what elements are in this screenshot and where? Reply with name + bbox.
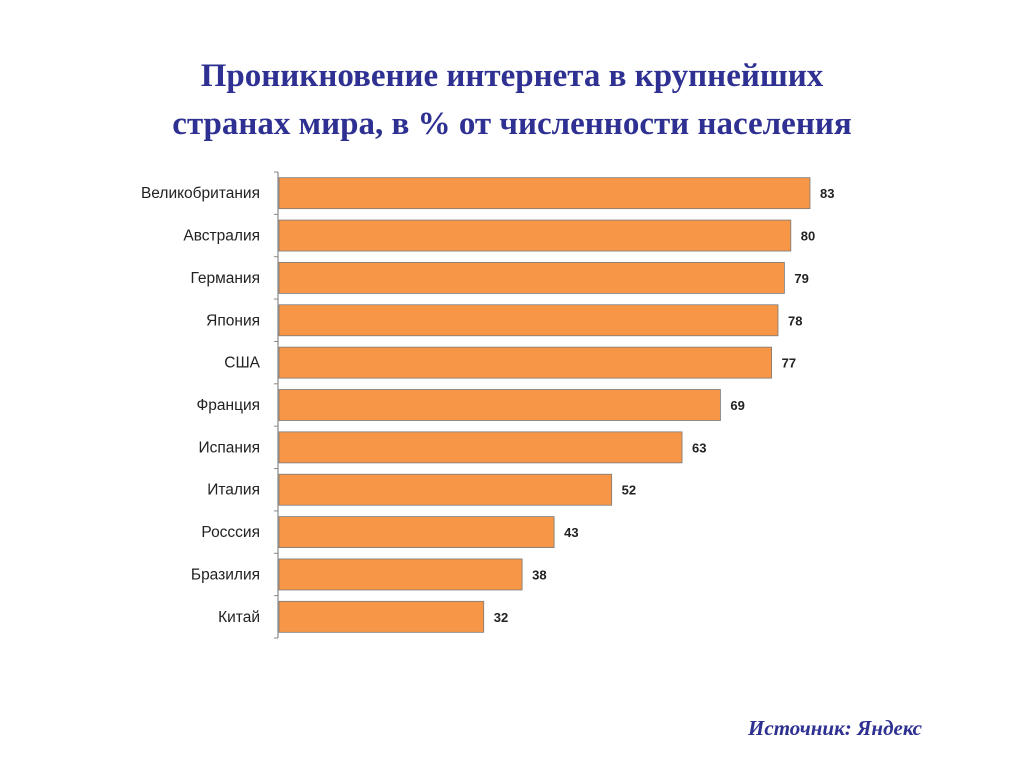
bar <box>278 431 683 464</box>
category-label: Испания <box>198 439 260 456</box>
value-label: 80 <box>801 229 815 244</box>
category-label: Япония <box>206 312 260 329</box>
title-line-1: Проникновение интернета в крупнейших <box>200 58 824 94</box>
page-title: Проникновение интернета в крупнейших стр… <box>40 52 984 148</box>
value-label: 38 <box>532 567 546 582</box>
value-label: 83 <box>820 186 834 201</box>
bar <box>278 177 811 210</box>
source-note: Источник: Яндекс <box>748 716 922 740</box>
category-label: Германия <box>191 270 261 287</box>
category-label: Великобритания <box>141 185 260 202</box>
value-label: 43 <box>564 525 578 540</box>
bar <box>278 516 555 548</box>
bar <box>278 600 485 633</box>
value-label: 78 <box>788 313 802 328</box>
category-label: Италия <box>207 482 260 499</box>
category-label: Китай <box>218 609 260 626</box>
value-label: 69 <box>730 398 744 413</box>
category-label: Франция <box>196 397 260 414</box>
value-label: 77 <box>782 356 796 371</box>
category-label: Бразилия <box>191 566 260 583</box>
value-label: 52 <box>622 483 636 498</box>
bar <box>278 262 785 294</box>
bar <box>278 219 792 252</box>
bar <box>278 473 613 506</box>
category-label: Росссия <box>201 524 260 541</box>
category-label: Австралия <box>183 228 260 245</box>
value-label: 32 <box>494 610 508 625</box>
title-line-2: странах мира, в % от численности населен… <box>172 106 852 142</box>
value-label: 63 <box>692 440 706 455</box>
bar <box>278 389 721 421</box>
bar <box>278 304 779 337</box>
category-label: США <box>224 355 260 372</box>
bar <box>278 346 773 379</box>
bar <box>278 558 523 591</box>
value-label: 79 <box>794 271 808 286</box>
